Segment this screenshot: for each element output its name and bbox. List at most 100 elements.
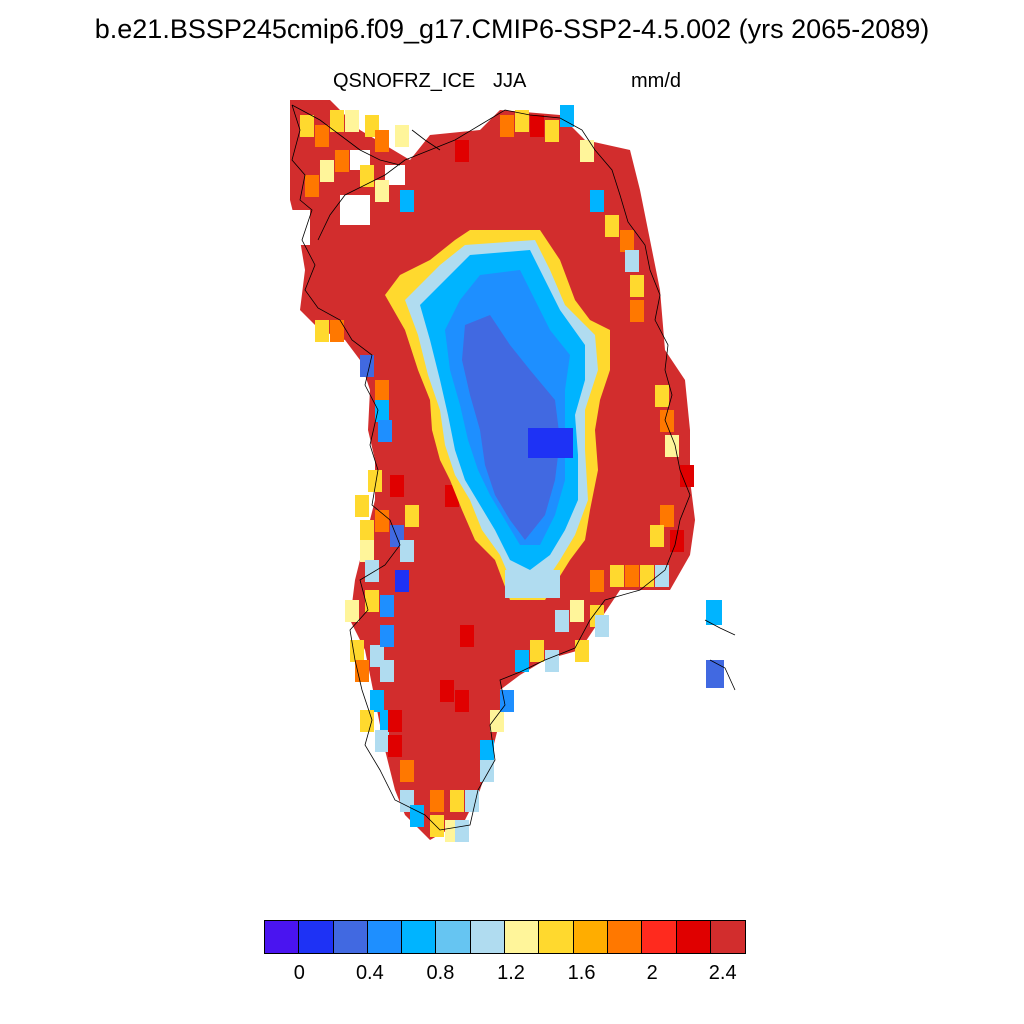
colorbar-swatch [505,921,540,953]
edge-cell [605,215,619,237]
edge-cell [315,125,329,147]
edge-cell [395,570,409,592]
edge-cell [400,760,414,782]
edge-cell [630,300,644,322]
edge-cell [345,600,359,622]
edge-cell [375,130,389,152]
edge-cell [590,570,604,592]
interior-low-values [385,230,610,600]
edge-cell [330,110,344,132]
colorbar-tick-label: 2.4 [708,962,737,984]
edge-cell [680,465,694,487]
edge-cell [355,660,369,682]
edge-cell [455,690,469,712]
edge-cell [400,190,414,212]
east-coast-outliers [706,600,724,688]
colorbar-swatch [402,921,437,953]
colorbar-tick-label: 0.4 [355,962,384,984]
edge-cell [335,150,349,172]
colorbar-swatch [299,921,334,953]
edge-cell [530,640,544,662]
edge-cell [490,710,504,732]
gap-cell [385,165,405,185]
edge-cell [430,815,444,837]
edge-cell [330,320,344,342]
interior-minimum-cell [528,428,573,458]
edge-cell [660,505,674,527]
coastline [291,104,736,831]
edge-cell [430,790,444,812]
edge-cell [440,680,454,702]
edge-cell [560,105,574,127]
colorbar-swatch [265,921,300,953]
edge-cell [380,625,394,647]
colorbar-swatch [436,921,471,953]
colorbar-tick-label: 1.6 [567,962,596,984]
edge-cell [360,355,374,377]
edge-cell [620,230,634,252]
edge-cell [465,790,479,812]
edge-cell [365,590,379,612]
edge-cell [350,640,364,662]
edge-cell [500,115,514,137]
edge-cell [368,470,382,492]
edge-cell [360,165,374,187]
colorbar-swatch [642,921,677,953]
interior-cell [505,570,560,598]
edge-cell [300,115,314,137]
edge-cell [625,565,639,587]
edge-cell [595,615,609,637]
colorbar-swatch [676,921,711,953]
edge-cell [460,625,474,647]
colorbar-tick-label: 2 [646,962,658,984]
edge-cell [515,650,529,672]
edge-cell [625,250,639,272]
edge-cell [355,495,369,517]
gap-cell [290,210,310,245]
edge-cell [450,790,464,812]
edge-cell [570,600,584,622]
edge-cell [480,740,494,762]
edge-cell [380,595,394,617]
edge-cell [670,530,684,552]
edge-cell [640,565,654,587]
edge-cell [390,475,404,497]
edge-cell [405,505,419,527]
edge-cell [375,730,389,752]
edge-cell [375,400,389,422]
edge-cell [305,175,319,197]
edge-cell [455,140,469,162]
edge-cell [365,560,379,582]
colorbar-swatch [539,921,574,953]
edge-cell [380,660,394,682]
edge-cell [655,385,669,407]
edge-cell [388,735,402,757]
edge-cell [650,525,664,547]
plot-title: b.e21.BSSP245cmip6.f09_g17.CMIP6-SSP2-4.… [94,14,930,44]
edge-cell [360,540,374,562]
edge-cell [580,140,594,162]
edge-cell [370,690,384,712]
edge-cell [410,805,424,827]
edge-cell [545,120,559,142]
units-label: mm/d [631,70,681,92]
outlier-cell [706,600,722,625]
edge-cell [575,640,589,662]
outlier-cell [706,660,724,688]
colorbar-tick-label: 0 [293,962,305,984]
colorbar [264,920,747,954]
edge-cell [375,180,389,202]
colorbar-swatch [607,921,643,953]
edge-cell [655,565,669,587]
colorbar-tick-label: 1.2 [497,962,525,984]
edge-cell [345,110,359,132]
edge-cell [395,125,409,147]
edge-cell [378,420,392,442]
colorbar-swatch [573,921,608,953]
edge-cell [555,610,569,632]
edge-cell [360,520,374,542]
edge-cell [315,320,329,342]
edge-cell [455,820,469,842]
edge-cell [440,140,454,162]
